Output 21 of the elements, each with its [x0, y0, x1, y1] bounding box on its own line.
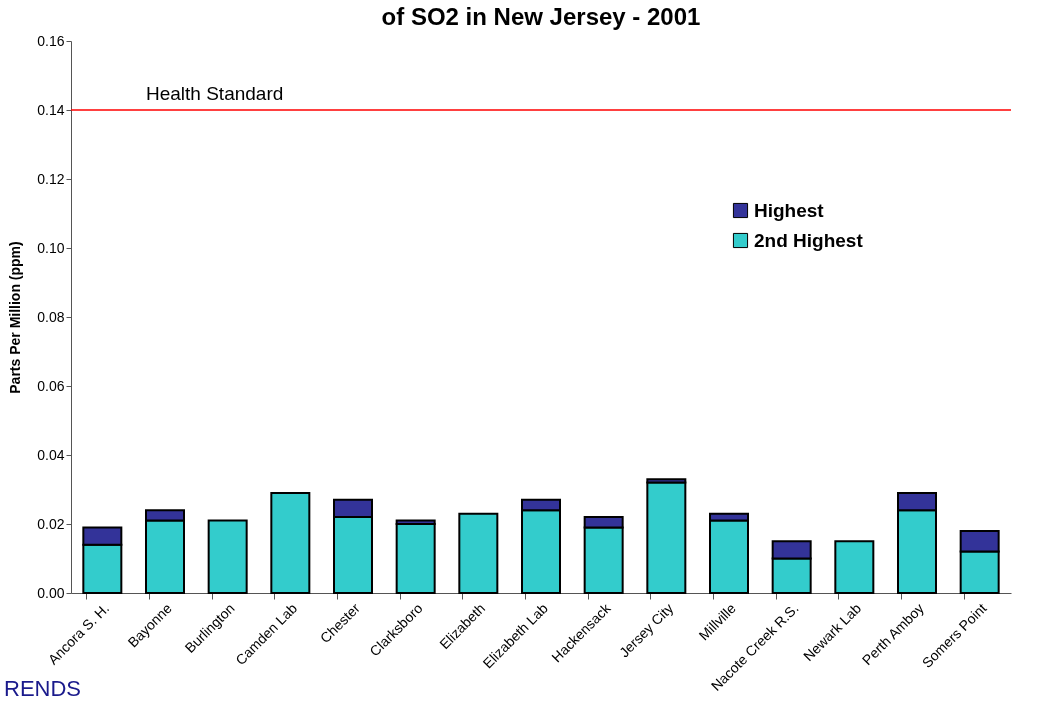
y-tick-label: 0.04: [37, 446, 65, 463]
bar: [458, 512, 499, 594]
y-tick-label: 0.00: [37, 584, 65, 601]
y-tick-label: 0.08: [37, 308, 65, 325]
y-tick-label: 0.06: [37, 377, 65, 394]
y-tick-label: 0.16: [37, 32, 65, 49]
y-tick-label: 0.14: [37, 101, 65, 118]
bar: [395, 523, 436, 594]
legend-label: Highest: [754, 199, 825, 221]
bar: [646, 481, 687, 594]
text: RENDS: [4, 676, 82, 702]
bar: [270, 491, 311, 594]
y-tick-label: 0.10: [37, 239, 65, 256]
y-axis-title: Parts Per Million (ppm): [7, 241, 24, 394]
bar: [834, 540, 875, 594]
bar: [207, 519, 248, 594]
chart-title: of SO2 in New Jersey - 2001: [381, 3, 701, 30]
legend-label: 2nd Highest: [754, 229, 864, 251]
ref-line-label: Health Standard: [146, 83, 284, 104]
y-tick-label: 0.12: [37, 170, 65, 187]
y-tick-label: 0.02: [37, 515, 65, 532]
